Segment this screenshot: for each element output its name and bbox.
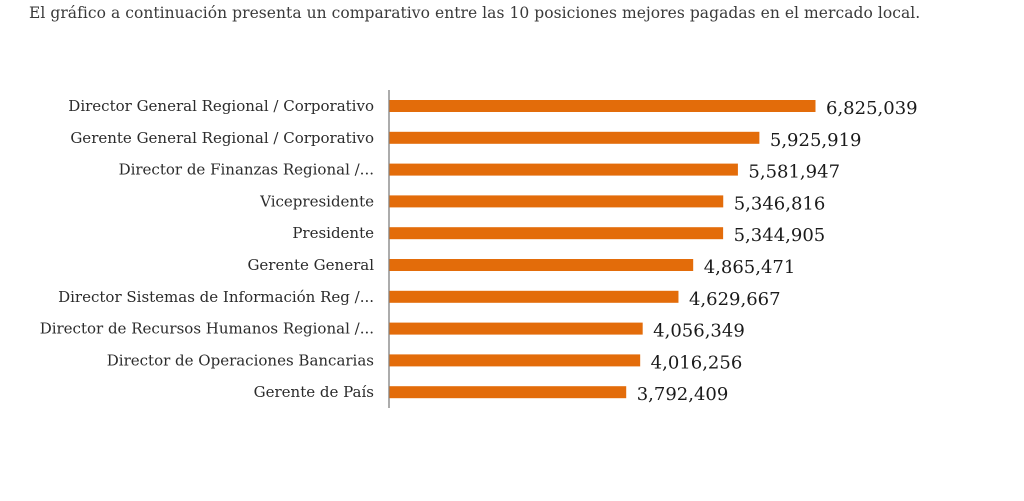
category-label-1: Director General Regional / Corporativo [68, 97, 374, 115]
category-label-2: Gerente General Regional / Corporativo [70, 129, 374, 147]
bar-10 [389, 386, 627, 399]
value-label-2: 5,925,919 [770, 130, 862, 151]
value-label-6: 4,865,471 [704, 257, 796, 278]
bar-4 [389, 195, 724, 208]
value-label-10: 3,792,409 [637, 384, 729, 405]
category-label-6: Gerente General [247, 256, 374, 274]
bar-8 [389, 322, 643, 335]
bar-2 [389, 131, 760, 144]
value-label-3: 5,581,947 [748, 162, 840, 183]
value-label-4: 5,346,816 [734, 193, 826, 214]
value-label-8: 4,056,349 [653, 321, 745, 342]
value-labels-group: 6,825,039 5,925,919 5,581,947 5,346,816 5,34… [637, 98, 918, 405]
category-label-3: Director de Finanzas Regional /... [119, 161, 374, 179]
chart-description: El gráfico a continuación presenta un co… [29, 4, 921, 22]
bar-3 [389, 163, 738, 176]
category-label-9: Director de Operaciones Bancarias [107, 351, 374, 369]
value-label-5: 5,344,905 [734, 225, 826, 246]
bar-7 [389, 290, 679, 303]
bar-9 [389, 354, 641, 367]
bar-1 [389, 100, 816, 112]
category-label-5: Presidente [292, 224, 374, 242]
bar-6 [389, 259, 694, 271]
value-label-9: 4,016,256 [651, 352, 743, 373]
value-label-1: 6,825,039 [826, 98, 918, 119]
bar-5 [389, 227, 724, 240]
category-labels-group: Director General Regional / Corporativo G… [40, 97, 375, 401]
category-label-8: Director de Recursos Humanos Regional /.… [40, 320, 374, 338]
category-label-10: Gerente de País [254, 383, 374, 401]
category-label-4: Vicepresidente [259, 192, 374, 210]
category-label-7: Director Sistemas de Información Reg /..… [58, 288, 374, 306]
value-label-7: 4,629,667 [689, 289, 781, 310]
bars-group [389, 100, 816, 399]
